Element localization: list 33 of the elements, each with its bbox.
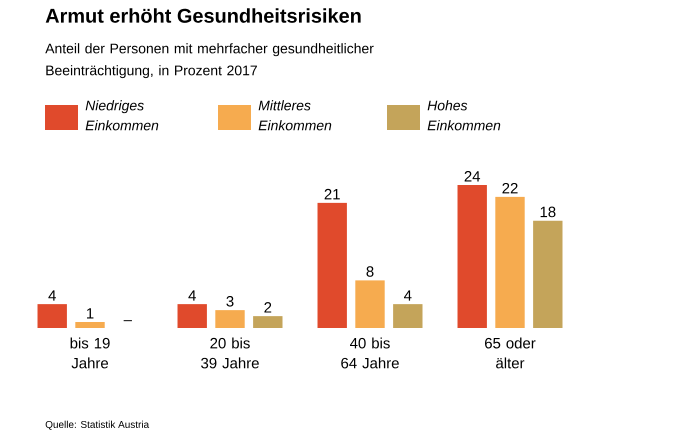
data-label: 21 bbox=[324, 188, 340, 200]
data-label: 22 bbox=[502, 182, 518, 194]
legend-label: Hohes Einkommen bbox=[428, 100, 500, 130]
chart-title: Armut erhöht Gesundheitsrisiken bbox=[46, 8, 361, 23]
bar bbox=[495, 196, 525, 328]
legend-label: Niedriges Einkommen bbox=[86, 100, 158, 130]
data-label: 8 bbox=[366, 266, 374, 277]
data-label: 4 bbox=[48, 290, 56, 301]
x-tick-label: bis 19 Jahre bbox=[70, 338, 110, 368]
x-tick-label: 20 bis 39 Jahre bbox=[201, 338, 259, 368]
bar bbox=[75, 322, 105, 328]
bar bbox=[355, 280, 385, 328]
data-label: 4 bbox=[188, 290, 196, 301]
bar bbox=[533, 220, 563, 328]
bar bbox=[38, 304, 67, 328]
bar bbox=[458, 184, 487, 328]
source-note: Quelle: Statistik Austria bbox=[46, 420, 150, 430]
bar bbox=[215, 310, 245, 328]
text: – bbox=[124, 320, 132, 322]
bar bbox=[393, 304, 423, 328]
legend-label: Mittleres Einkommen bbox=[258, 100, 332, 130]
data-label: 18 bbox=[540, 206, 556, 218]
data-label: 4 bbox=[404, 290, 412, 301]
data-label: 1 bbox=[86, 308, 94, 319]
bar bbox=[253, 316, 283, 328]
x-tick-label: 40 bis 64 Jahre bbox=[341, 338, 399, 368]
bar bbox=[318, 202, 347, 328]
x-tick-label: 65 oder älter bbox=[485, 338, 536, 368]
data-label: 3 bbox=[226, 296, 234, 307]
bar bbox=[178, 304, 207, 328]
data-label: 2 bbox=[264, 302, 272, 313]
chart-subtitle: Anteil der Personen mit mehrfacher gesundheitlicher Beeinträchtigung, in Prozent 2017 bbox=[45, 43, 374, 78]
data-label: 24 bbox=[464, 171, 480, 182]
